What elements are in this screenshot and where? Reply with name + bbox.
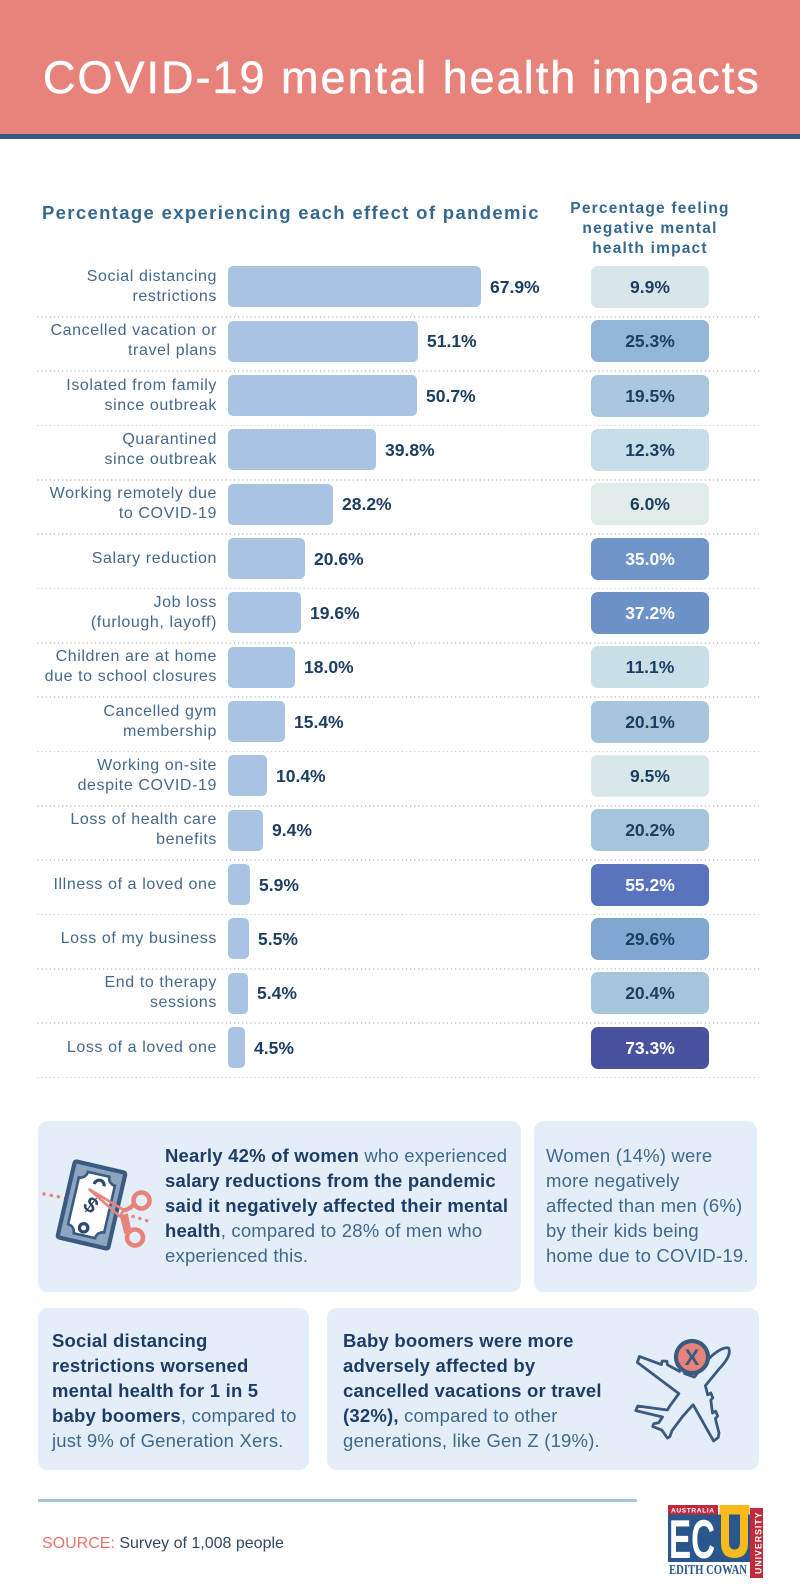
svg-text:AUSTRALIA: AUSTRALIA: [671, 1507, 715, 1514]
svg-text:UNIVERSITY: UNIVERSITY: [754, 1512, 763, 1574]
svg-text:X: X: [685, 1345, 700, 1370]
svg-text:EDITH COWAN: EDITH COWAN: [669, 1562, 747, 1577]
svg-text:EC: EC: [669, 1508, 715, 1570]
